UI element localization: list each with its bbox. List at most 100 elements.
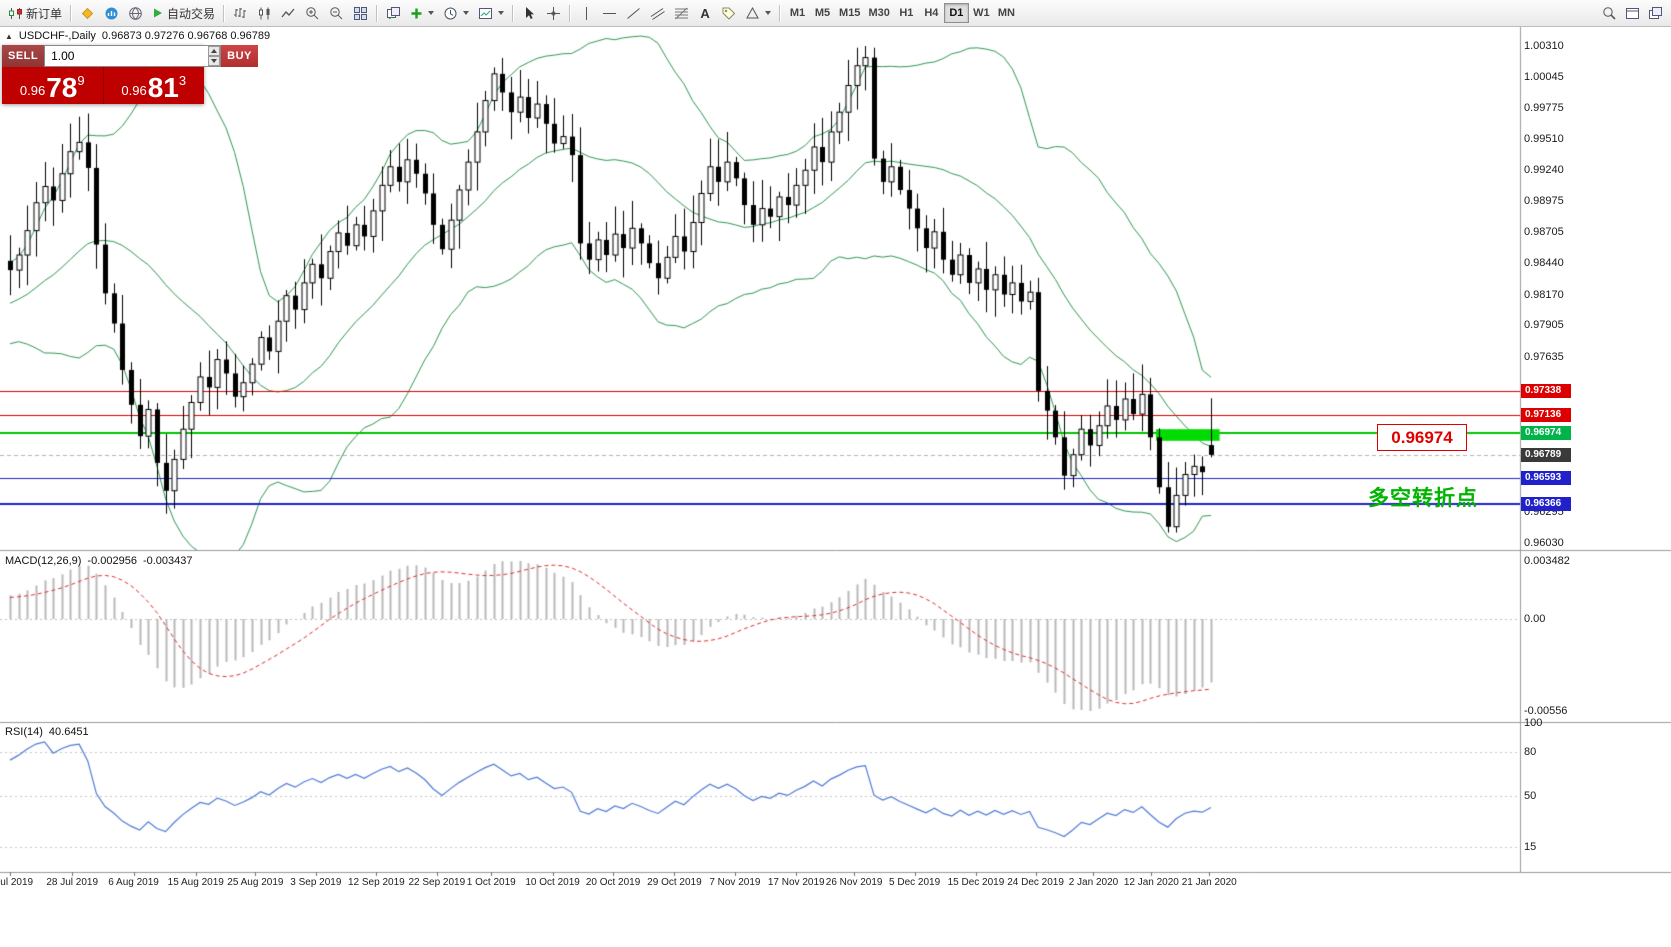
volume-up-button[interactable] [208, 46, 221, 56]
templates-button[interactable] [474, 2, 508, 24]
time-axis-label: 6 Aug 2019 [108, 877, 159, 888]
turning-point-label[interactable]: 多空转折点 [1368, 487, 1478, 510]
mql5-button[interactable] [76, 2, 99, 24]
vertical-line-tool-button[interactable] [575, 2, 597, 24]
toolbar-separator [569, 4, 572, 22]
autotrading-play-icon [154, 8, 163, 18]
cursor-tool-button[interactable] [518, 2, 541, 24]
toolbar-separator [376, 4, 379, 22]
time-axis-label: 15 Aug 2019 [167, 877, 224, 888]
timeframe-button[interactable]: D1 [943, 3, 969, 23]
volume-down-button[interactable] [208, 56, 221, 66]
toolbar-separator [512, 4, 515, 22]
community-button[interactable] [124, 2, 147, 24]
timeframe-button[interactable]: H4 [919, 3, 944, 23]
periods-button[interactable] [439, 2, 473, 24]
sell-price[interactable]: 0.96 78 9 [2, 67, 103, 104]
price-level-callout[interactable]: 0.96974 [1377, 424, 1467, 451]
macd-name: MACD(12,26,9) [5, 555, 82, 567]
timeframe-button[interactable]: H1 [894, 3, 919, 23]
macd-label: MACD(12,26,9) -0.002956 -0.003437 [5, 555, 193, 567]
search-icon [1603, 6, 1616, 20]
macd-value-main: -0.002956 [87, 555, 137, 567]
trade-panel-controls: SELL BUY [2, 45, 258, 67]
macd-value-signal: -0.003437 [142, 555, 193, 567]
time-axis-label: 26 Nov 2019 [825, 877, 883, 888]
timeframe-button[interactable]: MN [994, 3, 1019, 23]
channel-icon [650, 7, 665, 20]
indicators-button[interactable] [406, 2, 438, 24]
toolbar-separator [70, 4, 73, 22]
channel-tool-button[interactable] [646, 2, 669, 24]
one-click-toggle[interactable]: ▲ [5, 31, 13, 41]
toolbar-separator [223, 4, 226, 22]
candlestick-icon [259, 7, 270, 19]
line-chart-mode-button[interactable] [277, 2, 300, 24]
search-button[interactable] [1598, 2, 1621, 24]
bar-chart-mode-button[interactable] [229, 2, 252, 24]
rsi-value: 40.6451 [48, 726, 89, 738]
time-axis[interactable]: 8 Jul 2019 28 Jul 2019 6 Aug 2019 15 Aug 20… [0, 877, 1671, 893]
candlestick-mode-button[interactable] [253, 2, 276, 24]
volume-spinner [208, 46, 221, 66]
toolbar-separator [779, 4, 782, 22]
trendline-icon [627, 7, 640, 19]
text-tool-button[interactable]: A [694, 2, 716, 24]
timeframe-toolbar: M1 M5 M15 M30 H1 H4 D1 W1 MN [785, 3, 1019, 23]
buy-button[interactable]: BUY [221, 45, 258, 67]
trendline-tool-button[interactable] [622, 2, 645, 24]
zoom-in-button[interactable] [301, 2, 324, 24]
text-tool-label: A [700, 5, 710, 21]
time-axis-label: 24 Dec 2019 [1007, 877, 1064, 888]
time-axis-label: 21 Jan 2020 [1181, 877, 1237, 888]
timeframe-button[interactable]: M15 [835, 3, 864, 23]
zoom-out-button[interactable] [325, 2, 348, 24]
timeframe-button[interactable]: M5 [810, 3, 835, 23]
sell-button[interactable]: SELL [2, 45, 45, 67]
new-window-button[interactable] [1621, 2, 1644, 24]
new-order-label: 新订单 [26, 6, 63, 21]
timeframe-button[interactable]: W1 [969, 3, 994, 23]
tile-windows-button[interactable] [349, 2, 372, 24]
time-axis-label: 1 Oct 2019 [466, 877, 516, 888]
symbol-title: USDCHF-,Daily [18, 30, 96, 42]
new-order-button[interactable]: 新订单 [4, 2, 66, 24]
arrange-charts-button[interactable] [382, 2, 405, 24]
window-list-button[interactable] [1644, 2, 1667, 24]
crosshair-tool-button[interactable] [542, 2, 565, 24]
timeframe-button[interactable]: M1 [785, 3, 810, 23]
time-axis-label: 12 Jan 2020 [1123, 877, 1179, 888]
volume-input[interactable] [45, 46, 221, 66]
horizontal-line-tool-button[interactable] [598, 2, 621, 24]
label-tool-button[interactable] [717, 2, 740, 24]
market-button[interactable] [100, 2, 123, 24]
line-chart-icon [281, 8, 295, 17]
chart-header: ▲ USDCHF-,Daily 0.96873 0.97276 0.96768 … [5, 30, 270, 42]
shapes-tool-button[interactable] [741, 2, 775, 24]
toolbar-right-group [1598, 2, 1667, 24]
horizontal-line-icon [603, 12, 617, 14]
timeframe-button[interactable]: M30 [864, 3, 893, 23]
time-axis-label: 10 Oct 2019 [525, 877, 580, 888]
rsi-name: RSI(14) [5, 726, 43, 738]
time-axis-label: 3 Sep 2019 [290, 877, 342, 888]
main-toolbar: 新订单 自动交易 [0, 0, 1671, 27]
autotrading-button[interactable]: 自动交易 [148, 2, 219, 24]
rsi-label: RSI(14) 40.6451 [5, 726, 89, 738]
indicators-dropdown-caret [428, 11, 435, 15]
shapes-dropdown-caret [765, 11, 772, 15]
spinner-down-icon [211, 59, 218, 63]
template-icon [479, 7, 493, 19]
periods-dropdown-caret [463, 11, 470, 15]
time-axis-label: 17 Nov 2019 [767, 877, 825, 888]
globe-icon [129, 6, 142, 20]
buy-price[interactable]: 0.96 81 3 [102, 67, 205, 104]
fibonacci-tool-button[interactable] [670, 2, 693, 24]
time-axis-label: 25 Aug 2019 [227, 877, 284, 888]
time-axis-label: 5 Dec 2019 [889, 877, 941, 888]
price-chart-canvas[interactable] [0, 27, 1671, 879]
zoom-out-icon [330, 6, 343, 19]
buy-price-sup: 3 [178, 73, 187, 88]
